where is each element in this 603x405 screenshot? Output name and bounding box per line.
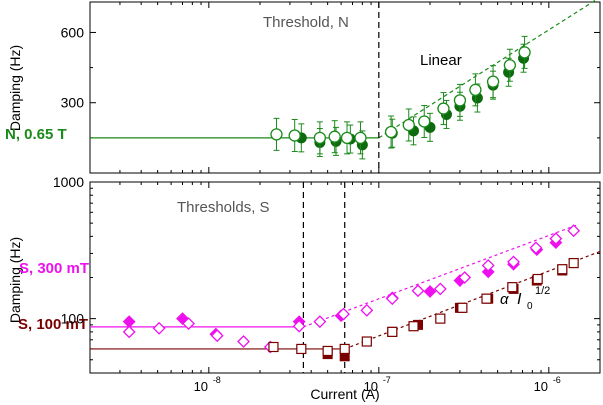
x-tick-label: 10 bbox=[194, 379, 208, 394]
top-data-point-open bbox=[270, 128, 283, 141]
maroon-point-open bbox=[568, 257, 579, 269]
top-points bbox=[270, 35, 531, 160]
series-label-300mt: S, 300 mT bbox=[19, 260, 89, 277]
magenta-point-open bbox=[433, 282, 447, 296]
top-data-point-open bbox=[518, 46, 531, 59]
maroon-point-open bbox=[268, 341, 279, 353]
maroon-point-open bbox=[387, 326, 398, 337]
top-data-point-open bbox=[402, 118, 415, 132]
maroon-point-open bbox=[557, 264, 568, 275]
x-tick-label-exponent: -7 bbox=[383, 375, 391, 385]
magenta-point-open bbox=[122, 325, 136, 339]
top-data-point-open bbox=[384, 125, 398, 139]
top-series-label: N, 0.65 T bbox=[5, 126, 67, 143]
magenta-point-open bbox=[549, 232, 563, 246]
maroon-point-open bbox=[481, 293, 492, 304]
series-label-100mt: S, 100 mT bbox=[18, 316, 88, 333]
top-linear-label: Linear bbox=[420, 52, 462, 69]
magenta-point-open bbox=[567, 224, 581, 238]
magenta-point-open bbox=[529, 241, 543, 255]
top-data-point-open bbox=[418, 115, 431, 128]
maroon-point-open bbox=[339, 343, 350, 355]
magenta-point-open bbox=[507, 255, 520, 269]
fit-label-superscript: 1/2 bbox=[535, 285, 550, 297]
maroon-point-open bbox=[435, 313, 446, 324]
bottom-ticks: 10 -8 10 -7 10 -6 100 1000 bbox=[53, 174, 601, 394]
magenta-point-open bbox=[458, 271, 472, 284]
thresholds-label: Thresholds, S bbox=[177, 199, 270, 216]
x-tick-label-exponent: -6 bbox=[553, 375, 561, 385]
magenta-point-open bbox=[152, 321, 166, 335]
magenta-point-open bbox=[411, 284, 425, 298]
magenta-point-open bbox=[237, 335, 250, 348]
top-y-tick-label: 300 bbox=[61, 95, 85, 111]
top-data-point-open bbox=[486, 75, 500, 88]
top-data-point-open bbox=[328, 130, 341, 143]
bottom-y-tick-label: 1000 bbox=[53, 174, 84, 190]
maroon-point-open bbox=[507, 282, 518, 293]
bottom-fit-line bbox=[303, 223, 579, 328]
top-threshold-label: Threshold, N bbox=[263, 14, 349, 31]
top-fit-line bbox=[378, 0, 597, 139]
bottom-x-axis-label: Current (A) bbox=[310, 386, 379, 402]
maroon-point-open bbox=[408, 321, 419, 332]
bottom-panel: Damping (Hz) Current (A) Thresholds, S S… bbox=[7, 174, 601, 402]
top-data-point-open bbox=[469, 83, 482, 96]
top-data-point-open bbox=[313, 131, 327, 145]
top-data-point-open bbox=[354, 131, 367, 145]
x-tick-label: 10 bbox=[534, 379, 548, 394]
top-plot-frame bbox=[89, 1, 601, 174]
magenta-point-open bbox=[337, 307, 350, 321]
maroon-point-open bbox=[532, 273, 543, 285]
bottom-y-axis-label: Damping (Hz) bbox=[7, 237, 23, 323]
bottom-y-tick-label: 100 bbox=[61, 311, 85, 327]
maroon-point-open bbox=[322, 345, 333, 357]
magenta-point-filled bbox=[423, 285, 437, 298]
fit-label-subscript: 0 bbox=[527, 301, 533, 312]
magenta-point-open bbox=[182, 317, 195, 330]
magenta-point-open bbox=[481, 259, 495, 272]
magenta-point-open bbox=[360, 303, 374, 317]
magenta-point-open bbox=[313, 315, 327, 329]
fit-label-alpha: α bbox=[500, 291, 509, 308]
top-data-point-open bbox=[503, 59, 517, 72]
magenta-point-open bbox=[292, 319, 306, 333]
top-data-point-open bbox=[437, 102, 450, 115]
magenta-point-open bbox=[385, 292, 399, 306]
bottom-points bbox=[122, 224, 581, 362]
x-tick-label: 10 bbox=[364, 379, 378, 394]
x-tick-label-exponent: -8 bbox=[213, 375, 221, 385]
magenta-point-filled bbox=[176, 312, 189, 326]
top-data-point-open bbox=[288, 129, 301, 142]
fit-label: α I 0 1/2 bbox=[500, 285, 550, 312]
maroon-point-open bbox=[361, 336, 372, 347]
top-y-axis-label: Damping (Hz) bbox=[7, 45, 23, 131]
top-panel: Damping (Hz) Threshold, N Linear N, 0.65… bbox=[5, 0, 601, 174]
top-y-tick-label: 600 bbox=[61, 24, 85, 40]
magenta-point-open bbox=[210, 329, 224, 343]
maroon-point-open bbox=[296, 343, 307, 355]
maroon-point-open bbox=[457, 302, 468, 313]
top-data-point-open bbox=[340, 131, 354, 145]
top-data-point-open bbox=[453, 94, 467, 107]
fit-label-variable: I bbox=[517, 291, 522, 308]
